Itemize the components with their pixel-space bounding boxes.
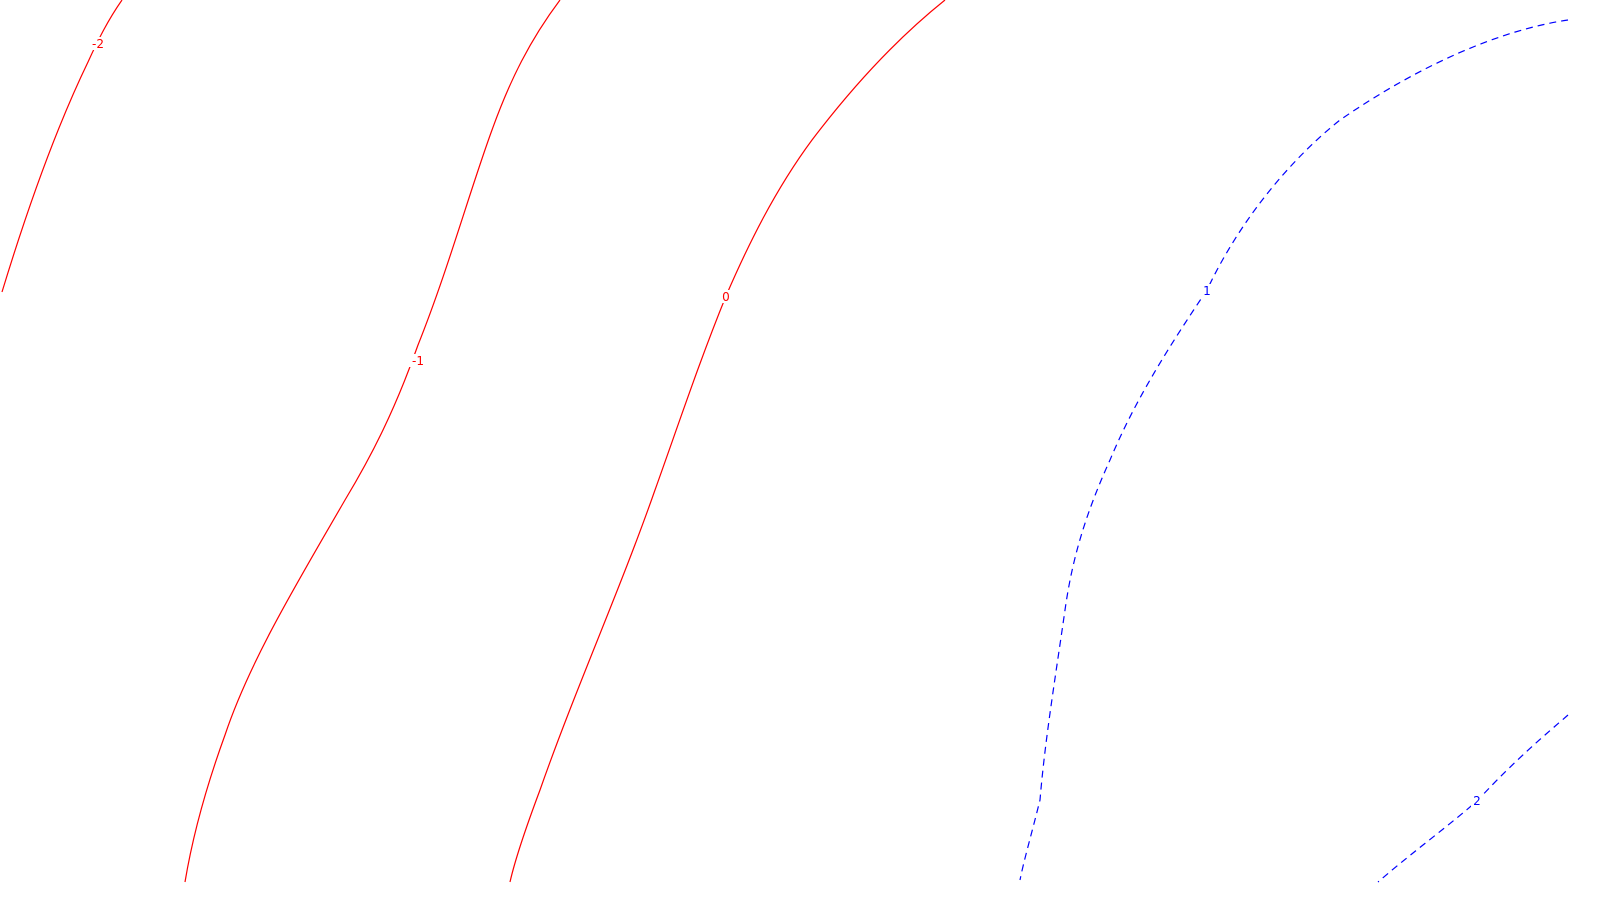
contour-label-1: 1 bbox=[1203, 284, 1211, 298]
contour-line-neg-2 bbox=[1, 0, 123, 293]
contour-label-neg-2: -2 bbox=[92, 37, 104, 51]
contour-labels: -2 -1 0 1 2 bbox=[88, 37, 1483, 808]
contour-label-2: 2 bbox=[1473, 794, 1481, 808]
contour-line-0 bbox=[509, 0, 946, 883]
contour-label-bg-1 bbox=[1201, 284, 1213, 297]
contour-label-bg-neg-1 bbox=[408, 354, 428, 367]
contour-label-bg-neg-2 bbox=[88, 37, 108, 50]
contour-label-neg-1: -1 bbox=[412, 354, 424, 368]
contour-label-bg-2 bbox=[1471, 794, 1483, 807]
contour-line-1 bbox=[1019, 19, 1569, 881]
contour-line-neg-1 bbox=[184, 0, 561, 883]
contour-label-bg-0 bbox=[720, 290, 732, 303]
contour-label-0: 0 bbox=[722, 290, 730, 304]
